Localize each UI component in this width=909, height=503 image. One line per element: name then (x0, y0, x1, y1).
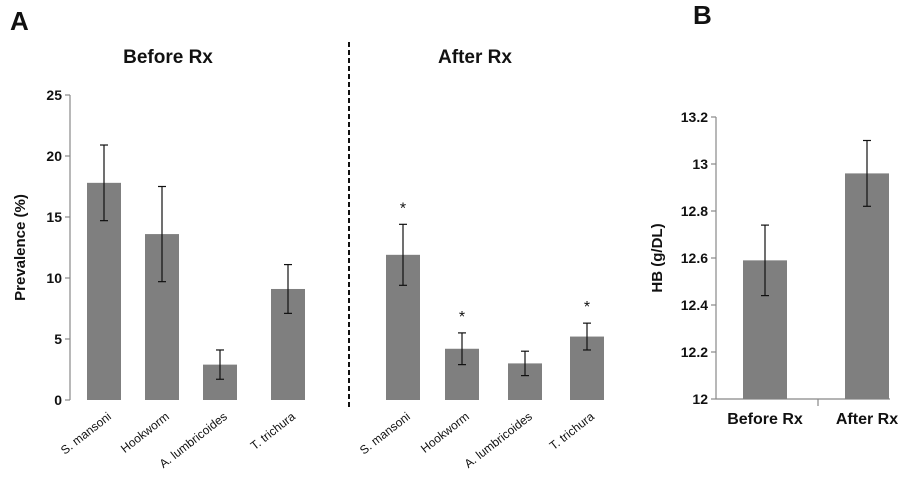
x-tick-label: T. trichura (248, 409, 298, 453)
panel-a-letter: A (10, 6, 29, 36)
chart-prevalence: 0 5 10 15 20 25 Prevalence (%) Before Rx S. mans… (12, 42, 604, 471)
bar (845, 173, 889, 399)
y-axis-label: HB (g/DL) (649, 223, 666, 292)
x-tick-label: Before Rx (727, 411, 803, 428)
y-tick-label: 12 (692, 391, 708, 407)
group-title: Before Rx (123, 47, 213, 68)
panel-b-letter: B (693, 0, 712, 30)
x-tick-label: A. lumbricoides (462, 409, 535, 471)
significance-marker: * (459, 309, 465, 326)
significance-marker: * (584, 299, 590, 316)
y-tick-label: 12.2 (681, 344, 708, 360)
x-tick-label: T. trichura (547, 409, 597, 453)
y-tick-label: 0 (54, 392, 62, 408)
x-tick-label: Hookworm (118, 409, 172, 455)
y-tick-label: 10 (46, 270, 62, 286)
x-tick-label: S. mansoni (357, 409, 413, 457)
chart-hemoglobin: 12 12.2 12.4 12.6 12.8 13 13.2 HB (g/DL) Before … (649, 109, 898, 428)
significance-marker: * (400, 200, 406, 217)
y-tick-label: 20 (46, 148, 62, 164)
x-tick-label: Hookworm (418, 409, 472, 455)
y-tick-label: 15 (46, 209, 62, 225)
y-tick-label: 25 (46, 87, 62, 103)
y-tick-label: 5 (54, 331, 62, 347)
y-tick-label: 13 (692, 156, 708, 172)
y-axis-label: Prevalence (%) (12, 194, 29, 301)
y-tick-label: 12.6 (681, 250, 708, 266)
group-title: After Rx (438, 47, 512, 68)
x-tick-label: S. mansoni (58, 409, 114, 457)
y-tick-label: 12.8 (681, 203, 708, 219)
x-tick-label: After Rx (836, 411, 898, 428)
y-tick-label: 12.4 (681, 297, 708, 313)
y-tick-label: 13.2 (681, 109, 708, 125)
